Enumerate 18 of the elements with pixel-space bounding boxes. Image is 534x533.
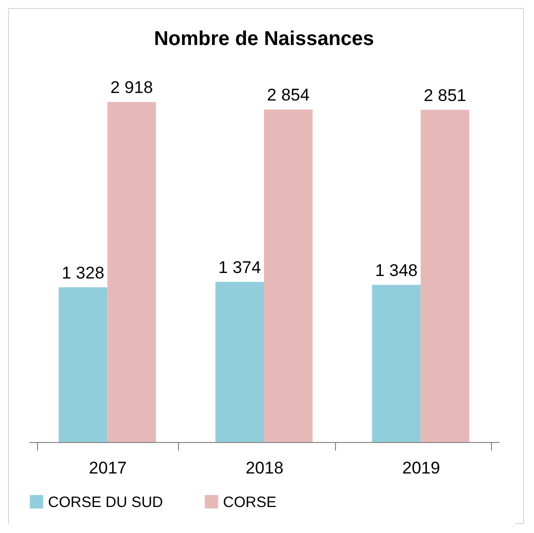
data-label: 2 851 [424,86,466,105]
data-label: 1 374 [218,258,261,277]
data-label: 1 348 [375,260,418,280]
bar [107,102,156,442]
bar [420,110,470,442]
legend-label: CORSE [223,494,276,511]
chart-title: Nombre de Naissances [154,28,374,50]
data-label: 2 854 [267,85,310,104]
x-tick-label: 2019 [402,458,440,478]
bar [58,287,108,442]
data-label: 1 328 [62,263,104,282]
legend-label: CORSE DU SUD [48,494,164,511]
bar [215,282,264,442]
bar [372,284,421,442]
x-tick-label: 2017 [88,458,127,478]
x-tick-label: 2018 [246,458,284,478]
bar [264,109,313,442]
data-label: 2 918 [110,78,153,97]
